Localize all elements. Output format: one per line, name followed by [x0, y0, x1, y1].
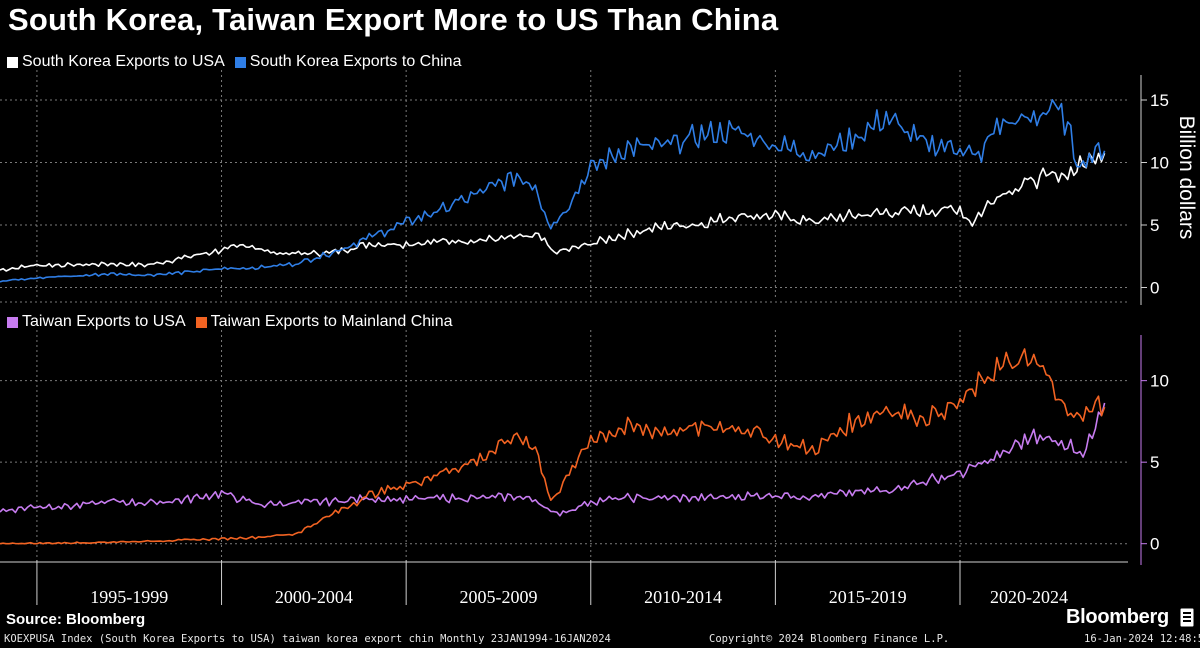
legend-swatch-korea-china — [234, 56, 246, 68]
footer-right: 16-Jan-2024 12:48:55 — [1084, 633, 1200, 645]
footer-left: KOEXPUSA Index (South Korea Exports to U… — [4, 633, 611, 645]
panel0-ytick-label-0: 0 — [1150, 279, 1159, 298]
terminal-icon — [1180, 608, 1194, 627]
panel0-ytick-label-3: 15 — [1150, 91, 1169, 110]
legend-item-taiwan-china: Taiwan Exports to Mainland China — [195, 313, 453, 331]
panel1-series-0-line — [0, 402, 1106, 517]
x-tick-label-0: 1995-1999 — [90, 587, 168, 607]
footer-center: Copyright© 2024 Bloomberg Finance L.P. — [709, 633, 950, 645]
x-tick-label-4: 2015-2019 — [829, 587, 907, 607]
panel1-ytick-label-2: 10 — [1150, 372, 1169, 391]
legend-swatch-taiwan-china — [195, 316, 207, 328]
panel1-ytick-label-0: 0 — [1150, 535, 1159, 554]
legend-item-korea-usa: South Korea Exports to USA — [7, 53, 225, 71]
legend-item-taiwan-usa: Taiwan Exports to USA — [7, 313, 186, 331]
panel0-series-1-line — [0, 99, 1106, 283]
panel0-series-0-line — [0, 152, 1106, 272]
legend-label-taiwan-usa: Taiwan Exports to USA — [22, 313, 186, 330]
x-tick-label-3: 2010-2014 — [644, 587, 722, 607]
taiwan-legend: Taiwan Exports to USA Taiwan Exports to … — [7, 313, 463, 331]
panel0-ytick-label-2: 10 — [1150, 154, 1169, 173]
legend-swatch-taiwan-usa — [7, 316, 18, 328]
korea-legend: South Korea Exports to USA South Korea E… — [7, 53, 471, 71]
bloomberg-logo: Bloomberg — [1066, 606, 1169, 628]
source-note: Source: Bloomberg — [6, 611, 146, 628]
legend-label-taiwan-china: Taiwan Exports to Mainland China — [210, 313, 453, 330]
x-tick-label-1: 2000-2004 — [275, 587, 353, 607]
panel0-y-axis-label: Billion dollars — [1175, 116, 1198, 240]
legend-swatch-korea-usa — [7, 56, 18, 68]
chart-title: South Korea, Taiwan Export More to US Th… — [8, 2, 779, 37]
panel1-series-1-line — [0, 348, 1106, 545]
x-tick-label-2: 2005-2009 — [459, 587, 537, 607]
panel0-ytick-label-1: 5 — [1150, 216, 1159, 235]
legend-label-korea-usa: South Korea Exports to USA — [22, 53, 225, 70]
panel1-ytick-label-1: 5 — [1150, 453, 1159, 472]
x-tick-label-5: 2020-2024 — [990, 587, 1068, 607]
legend-item-korea-china: South Korea Exports to China — [234, 53, 462, 71]
legend-label-korea-china: South Korea Exports to China — [249, 53, 462, 70]
